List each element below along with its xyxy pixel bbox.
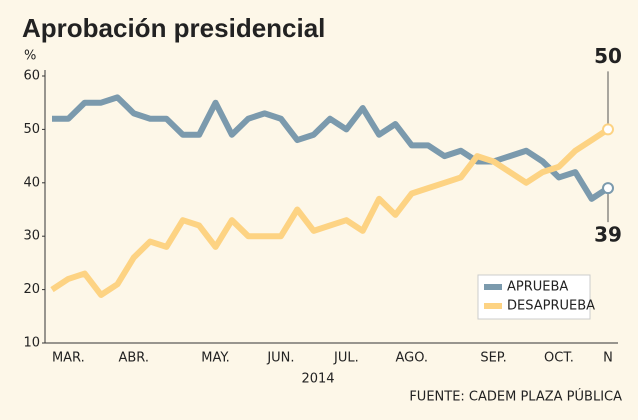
y-tick-label: 40 — [23, 175, 40, 190]
y-tick-label: 10 — [23, 336, 40, 351]
x-tick-label: ABR. — [119, 351, 150, 366]
x-axis-label: 2014 — [301, 372, 334, 387]
end-value-label: 50 — [594, 44, 622, 68]
x-tick-label: JUL. — [333, 351, 359, 366]
series-line — [50, 126, 610, 298]
x-tick-label: OCT. — [544, 351, 574, 366]
y-unit: % — [24, 49, 36, 64]
x-tick-label: AGO. — [395, 351, 428, 366]
y-tick-label: 60 — [23, 69, 40, 84]
x-tick-label: MAR. — [52, 351, 85, 366]
legend-label: APRUEBA — [507, 280, 568, 295]
chart-title: Aprobación presidencial — [22, 13, 325, 43]
y-tick-label: 30 — [23, 229, 40, 244]
end-marker — [602, 123, 614, 136]
legend-box — [477, 274, 591, 320]
y-tick-label: 50 — [23, 122, 40, 137]
x-tick-label: N — [603, 351, 613, 366]
y-tick-label: 20 — [23, 282, 40, 297]
x-tick-label: MAY. — [201, 351, 230, 366]
legend-label: DESAPRUEBA — [507, 299, 595, 314]
x-tick-label: JUN. — [266, 351, 294, 366]
series-line — [52, 94, 610, 202]
source: FUENTE: CADEM PLAZA PÚBLICA — [409, 389, 622, 405]
end-value-label: 39 — [594, 223, 622, 247]
x-tick-label: SEP. — [480, 351, 506, 366]
end-marker — [602, 182, 614, 195]
